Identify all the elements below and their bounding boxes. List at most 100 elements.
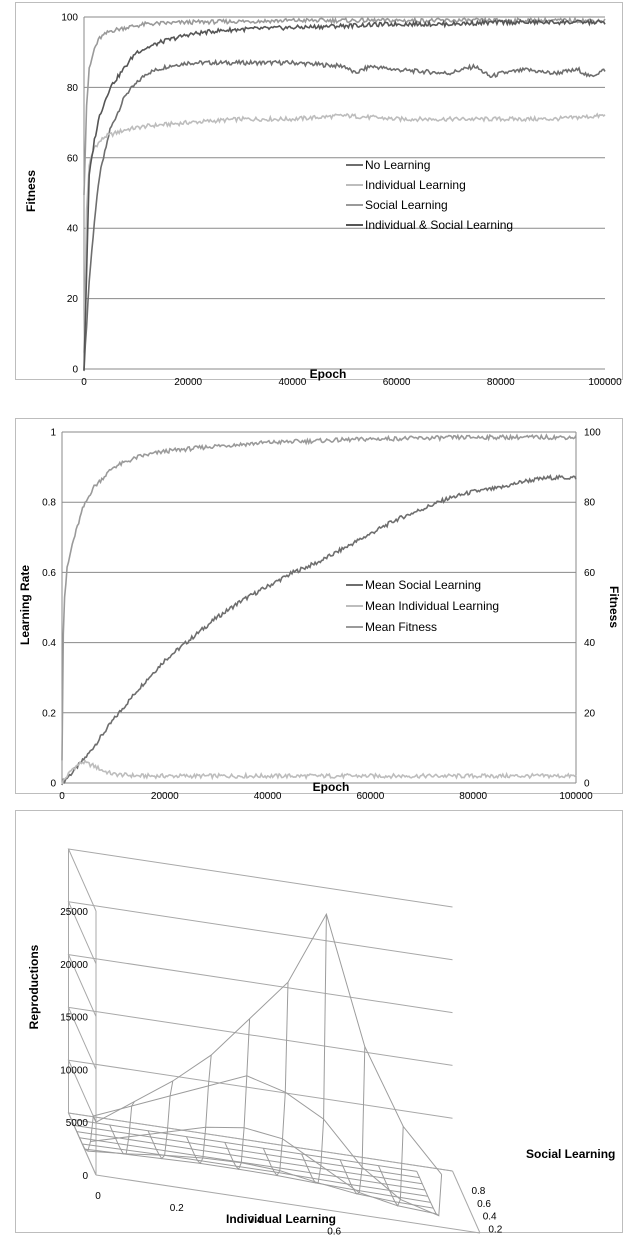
legend-label: Social Learning: [365, 198, 448, 212]
z-tick-label: 20000: [60, 960, 88, 971]
wall-gridline: [67, 1112, 453, 1176]
x-tick-label: 100000: [588, 377, 622, 388]
y2-axis-label: Fitness: [607, 586, 621, 628]
series-line-3: [83, 18, 606, 371]
learning-rate-chart: 0 0.2 0.4 0.6 0.8 1 0 20 40 60 80 100 0 20000 40000 600…: [18, 428, 621, 803]
wall-gridline: [67, 848, 453, 912]
legend-label: Mean Fitness: [365, 620, 437, 634]
y-tick-label: 0.6: [477, 1199, 491, 1210]
surface-col: [147, 1080, 174, 1160]
individual-learning-axis-label: Individual Learning: [226, 1212, 336, 1226]
x-tick-label: 0: [95, 1191, 101, 1202]
surface-row: [84, 1148, 431, 1203]
y-tick-label: 20: [67, 294, 79, 305]
surface-row: [79, 1137, 426, 1191]
reproductions-surface-chart: 050001000015000200002500000.20.40.60.800…: [27, 848, 615, 1235]
y-tick-label: 0.8: [42, 498, 56, 509]
y-tick-label: 0: [50, 779, 56, 790]
legend-label: Individual & Social Learning: [365, 218, 513, 232]
y-tick-label: 0.2: [42, 708, 56, 719]
wall-gridline: [67, 1006, 453, 1070]
series-line-1: [83, 112, 606, 353]
x-axis-label: Epoch: [310, 367, 347, 381]
y-tick-label: 40: [67, 224, 79, 235]
z-tick-label: 5000: [66, 1118, 89, 1129]
x-axis-label: Epoch: [313, 780, 350, 794]
z-tick-label: 25000: [60, 907, 88, 918]
y-tick-label: 0.8: [471, 1186, 485, 1197]
series-line-0: [83, 58, 606, 372]
surface-col: [301, 914, 327, 1184]
surface-col: [109, 1101, 135, 1155]
x-tick-label: 20000: [151, 791, 179, 802]
surface-col: [70, 1114, 97, 1152]
y2-tick-label: 80: [584, 498, 596, 509]
surface-row: [82, 1143, 428, 1197]
series-line-2: [83, 16, 606, 196]
legend-label: No Learning: [365, 158, 430, 172]
surface-row: [71, 1118, 417, 1172]
y-tick-label: 0.4: [42, 638, 56, 649]
x-tick-label: 0.4: [248, 1215, 262, 1226]
surface-row: [90, 1126, 437, 1215]
x-tick-label: 60000: [383, 377, 411, 388]
surface-row: [73, 1124, 420, 1179]
x-tick-label: 20000: [174, 377, 202, 388]
y-tick-label: 100: [61, 13, 78, 24]
surface-col: [339, 1046, 366, 1195]
x-tick-label: 40000: [254, 791, 282, 802]
x-tick-label: 0: [81, 377, 87, 388]
z-tick-label: 15000: [60, 1013, 88, 1024]
y-tick-label: 0.6: [42, 568, 56, 579]
x-tick-label: 100000: [559, 791, 593, 802]
fitness-chart-panel: 0 20 40 60 80 100 0 20000 40000 60000 80000 100000 …: [15, 2, 623, 389]
y-axis-label: Learning Rate: [18, 565, 32, 645]
x-tick-label: 40000: [278, 377, 306, 388]
y-axis-label: Fitness: [24, 170, 38, 212]
x-tick-label: 0.2: [170, 1203, 184, 1214]
y-tick-label: 60: [67, 153, 79, 164]
x-tick-label: 0.6: [327, 1227, 341, 1235]
x-tick-label: 0: [59, 791, 65, 802]
surface-col: [377, 1126, 404, 1207]
y-tick-label: 0: [72, 365, 78, 376]
y-tick-label: 0.2: [488, 1224, 502, 1235]
x-tick-label: 80000: [459, 791, 487, 802]
y2-tick-label: 60: [584, 568, 596, 579]
series-line-2: [61, 433, 577, 761]
learning-rate-chart-panel: 0 0.2 0.4 0.6 0.8 1 0 20 40 60 80 100 0 20000 40000 600…: [15, 418, 623, 803]
wall-gridline: [67, 953, 453, 1017]
social-learning-axis-label: Social Learning: [526, 1147, 615, 1161]
surface-row: [76, 1131, 423, 1185]
legend-label: Individual Learning: [365, 178, 466, 192]
y-tick-label: 0.4: [483, 1212, 497, 1223]
floor-edge: [68, 1112, 453, 1172]
surface-col: [185, 1055, 212, 1165]
z-tick-label: 0: [82, 1171, 88, 1182]
y2-tick-label: 40: [584, 638, 596, 649]
y2-tick-label: 20: [584, 708, 596, 719]
surface-row: [93, 1075, 439, 1217]
floor-edge: [95, 1174, 481, 1234]
x-tick-label: 80000: [487, 377, 515, 388]
reproductions-surface-panel: 050001000015000200002500000.20.40.60.800…: [15, 810, 623, 1235]
series-line-0: [61, 473, 577, 786]
surface-col: [416, 1171, 443, 1217]
z-axis-label: Reproductions: [27, 944, 41, 1029]
wall-gridline: [67, 901, 453, 965]
y2-tick-label: 0: [584, 779, 590, 790]
floor-edge: [452, 1170, 481, 1234]
y2-tick-label: 100: [584, 428, 601, 439]
series-line-1: [61, 759, 577, 785]
surface-col: [262, 982, 289, 1177]
surface-col: [224, 1018, 251, 1171]
legend-label: Mean Social Learning: [365, 578, 481, 592]
surface-row: [87, 1150, 434, 1209]
x-tick-label: 60000: [356, 791, 384, 802]
legend-label: Mean Individual Learning: [365, 599, 499, 613]
y-tick-label: 1: [50, 428, 56, 439]
surface-row: [95, 912, 442, 1175]
y-tick-label: 80: [67, 83, 79, 94]
wall-gridline: [67, 1059, 453, 1123]
